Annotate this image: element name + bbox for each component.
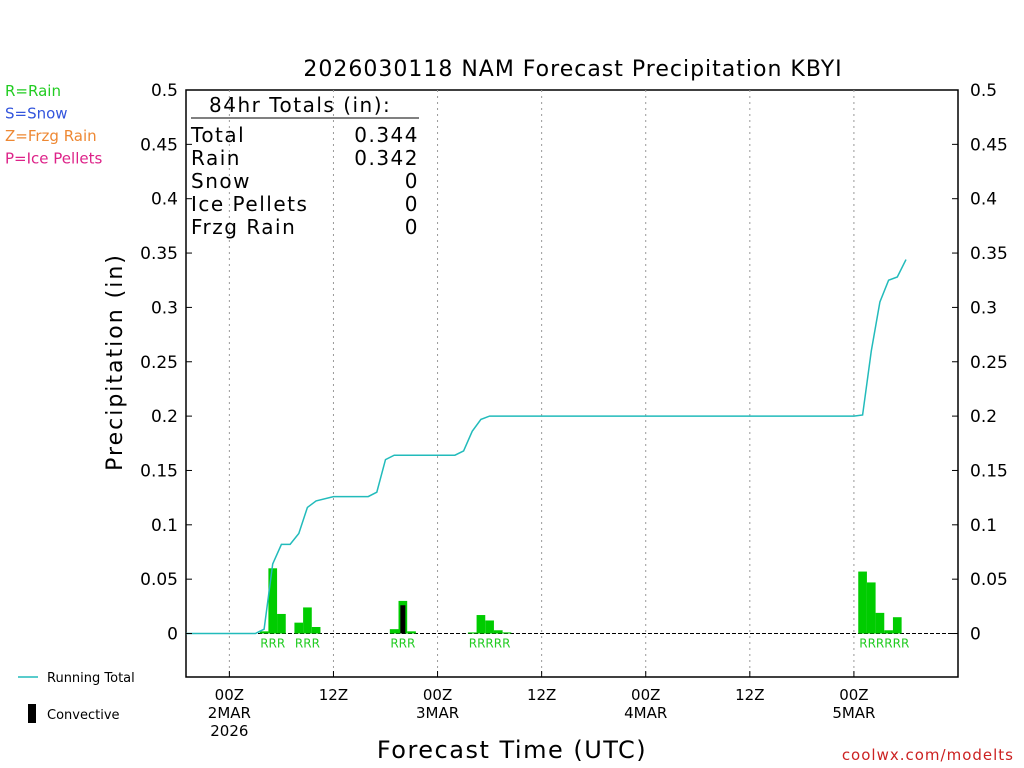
convective-legend-label: Convective (47, 708, 120, 723)
y-tick-label: 0 (167, 625, 178, 645)
y-axis-label: Precipitation (in) (103, 253, 128, 471)
y-tick-label: 0.25 (970, 353, 1008, 373)
totals-box: 84hr Totals (in): Total 0.344 Rain 0.342 Snow… (190, 93, 419, 239)
totals-row-label: Frzg Rain (191, 215, 296, 239)
series-legend: Running Total Convective (18, 671, 135, 723)
ptype-label: RRR (390, 637, 415, 651)
precip-bar (858, 571, 867, 634)
y-tick-label: 0 (970, 625, 981, 645)
y-axis-right: 0 0.05 0.1 0.15 0.2 0.25 0.3 0.35 0.4 0.45 0.5 (952, 81, 1008, 645)
y-tick-label: 0.35 (140, 244, 178, 264)
y-tick-label: 0.5 (151, 81, 178, 101)
precip-bar (311, 626, 321, 634)
precip-bar (467, 632, 477, 634)
x-tick-label: 00Z (631, 686, 660, 704)
x-tick-label: 00Z (215, 686, 244, 704)
precip-bar (493, 630, 503, 634)
y-tick-label: 0.4 (970, 190, 997, 210)
convective-bar (400, 605, 406, 634)
y-tick-label: 0.1 (151, 516, 178, 536)
precip-bar (884, 630, 893, 634)
x-tick-label: 2MAR (208, 704, 251, 722)
plot-frame (185, 89, 959, 678)
y-tick-label: 0.15 (970, 461, 1008, 481)
y-tick-label: 0.15 (140, 461, 178, 481)
totals-row-label: Rain (191, 146, 241, 170)
y-tick-label: 0.35 (970, 244, 1008, 264)
ptype-legend-entry: Z=Frzg Rain (5, 127, 97, 145)
running-total-line (186, 259, 907, 635)
y-tick-label: 0.05 (970, 570, 1008, 590)
precip-bar (303, 607, 312, 634)
totals-heading: 84hr Totals (in): (209, 93, 391, 117)
totals-row-label: Ice Pellets (191, 192, 308, 216)
ptype-label: RRR (295, 637, 320, 651)
totals-row-label: Total (190, 123, 245, 147)
x-tick-label: 5MAR (832, 704, 875, 722)
ptype-label: RRRRR (469, 637, 511, 651)
precip-bar (892, 617, 902, 634)
ptype-legend: R=Rain S=Snow Z=Frzg Rain P=Ice Pellets (5, 82, 102, 168)
totals-row-value: 0 (405, 192, 419, 216)
y-tick-label: 0.3 (970, 298, 997, 318)
credit-text: coolwx.com/modelts (842, 746, 1014, 764)
totals-row-value: 0 (405, 215, 419, 239)
y-tick-label: 0.45 (140, 135, 178, 155)
totals-row-value: 0 (405, 169, 419, 193)
ptype-label: RRR (260, 637, 285, 651)
totals-row-value: 0.344 (354, 123, 419, 147)
precip-bar (277, 613, 286, 634)
y-tick-label: 0.1 (970, 516, 997, 536)
precip-bar (875, 612, 885, 634)
precip-bar (407, 631, 416, 634)
y-tick-label: 0.05 (140, 570, 178, 590)
precip-bar (866, 582, 876, 634)
y-tick-label: 0.45 (970, 135, 1008, 155)
ptype-labels: RRR RRR RRR RRRRR RRRRRR (260, 637, 909, 651)
precip-bar (294, 622, 304, 634)
ptype-label: RRRRRR (859, 637, 909, 651)
y-tick-label: 0.4 (151, 190, 178, 210)
x-tick-label: 3MAR (416, 704, 459, 722)
x-tick-label: 00Z (423, 686, 452, 704)
totals-row-label: Snow (191, 169, 251, 193)
x-tick-label: 4MAR (624, 704, 667, 722)
precip-bar (389, 629, 399, 634)
y-tick-label: 0.2 (970, 407, 997, 427)
precip-bar (476, 615, 486, 634)
x-axis-label: Forecast Time (UTC) (377, 736, 647, 764)
precip-bar (485, 620, 494, 634)
x-tick-label: 12Z (735, 686, 764, 704)
totals-row-value: 0.342 (354, 146, 419, 170)
x-tick-label: 2026 (210, 722, 248, 740)
convective-bars (400, 605, 406, 634)
precip-bar (268, 568, 278, 634)
precip-bar (259, 631, 269, 634)
ptype-legend-entry: P=Ice Pellets (5, 150, 102, 168)
ptype-legend-entry: R=Rain (5, 82, 61, 100)
chart-title: 2026030118 NAM Forecast Precipitation KB… (303, 57, 842, 82)
y-tick-label: 0.25 (140, 353, 178, 373)
convective-legend-swatch (28, 704, 36, 723)
x-tick-label: 00Z (839, 686, 868, 704)
y-tick-label: 0.3 (151, 298, 178, 318)
precip-bar (502, 632, 512, 634)
precip-bars (259, 568, 902, 634)
x-tick-label: 12Z (527, 686, 556, 704)
y-axis-left: 0 0.05 0.1 0.15 0.2 0.25 0.3 0.35 0.4 0.45 0.5 (140, 81, 192, 645)
plot-area: RRR RRR RRR RRRRR RRRRRR (185, 89, 959, 678)
y-tick-label: 0.5 (970, 81, 997, 101)
x-tick-label: 12Z (319, 686, 348, 704)
running-total-legend-label: Running Total (47, 671, 135, 686)
y-tick-label: 0.2 (151, 407, 178, 427)
ptype-legend-entry: S=Snow (5, 105, 68, 123)
vertical-gridlines (228, 90, 855, 677)
